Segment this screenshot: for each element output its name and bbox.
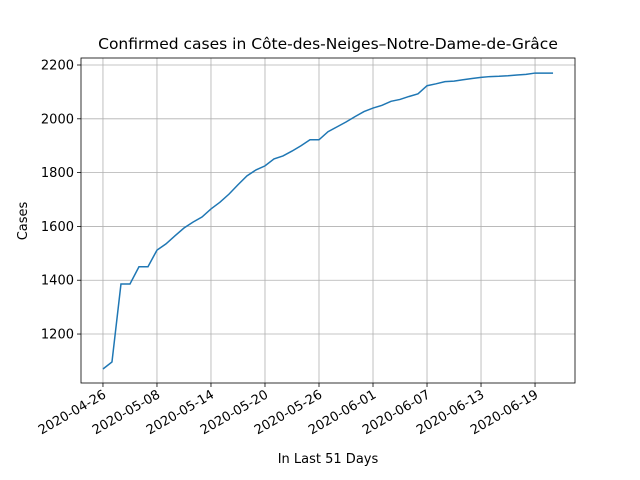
y-tick-label: 1600 <box>41 220 74 235</box>
y-tick-label: 1200 <box>41 328 74 343</box>
y-tick-label: 2000 <box>41 112 74 127</box>
line <box>102 72 554 370</box>
x-axis-label: In Last 51 Days <box>278 452 379 467</box>
y-axis-label: Cases <box>16 201 31 240</box>
y-tick-label: 2200 <box>41 58 74 73</box>
plot-frame <box>80 57 576 384</box>
chart-title: Confirmed cases in Côte-des-Neiges–Notre… <box>98 35 558 53</box>
y-tick-label: 1800 <box>41 166 74 181</box>
y-tick-label: 1400 <box>41 274 74 289</box>
